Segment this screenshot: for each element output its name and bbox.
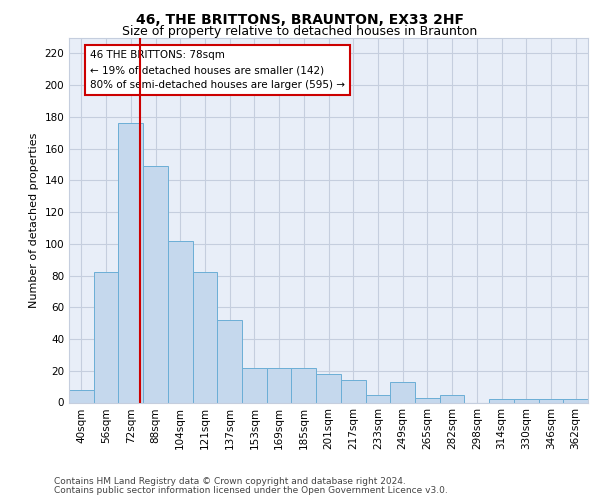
Bar (539, 400, 563, 402)
Bar (415, 398, 440, 402)
Bar (168, 240, 193, 402)
Text: Contains HM Land Registry data © Crown copyright and database right 2024.: Contains HM Land Registry data © Crown c… (54, 477, 406, 486)
Text: 46, THE BRITTONS, BRAUNTON, EX33 2HF: 46, THE BRITTONS, BRAUNTON, EX33 2HF (136, 12, 464, 26)
Bar (390, 382, 415, 402)
Bar (440, 394, 464, 402)
Text: 46 THE BRITTONS: 78sqm
← 19% of detached houses are smaller (142)
80% of semi-de: 46 THE BRITTONS: 78sqm ← 19% of detached… (90, 50, 345, 90)
Bar (341, 380, 365, 402)
Bar (267, 368, 292, 402)
Bar (69, 390, 94, 402)
Bar (316, 374, 341, 402)
Text: Size of property relative to detached houses in Braunton: Size of property relative to detached ho… (122, 25, 478, 38)
Bar (193, 272, 217, 402)
Bar (514, 400, 539, 402)
Bar (94, 272, 118, 402)
Bar (217, 320, 242, 402)
Bar (118, 123, 143, 402)
Text: Contains public sector information licensed under the Open Government Licence v3: Contains public sector information licen… (54, 486, 448, 495)
Bar (292, 368, 316, 402)
Bar (143, 166, 168, 402)
Bar (489, 400, 514, 402)
Y-axis label: Number of detached properties: Number of detached properties (29, 132, 39, 308)
Bar (365, 394, 390, 402)
Bar (563, 400, 588, 402)
Bar (242, 368, 267, 402)
